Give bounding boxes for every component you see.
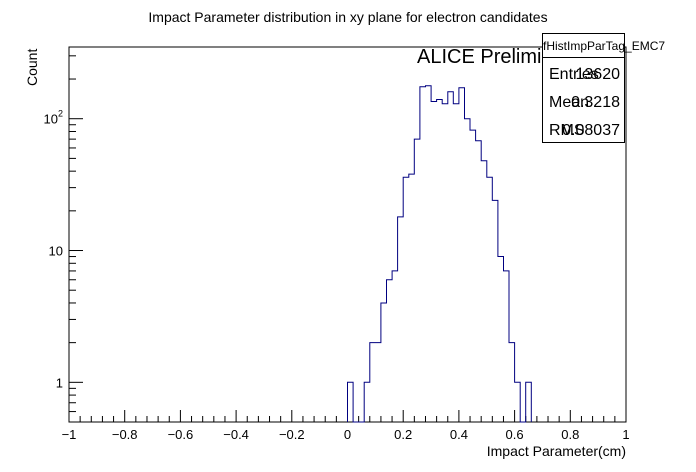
- y-tick-label: 10: [49, 244, 63, 259]
- x-tick-label: −0.2: [279, 427, 305, 442]
- x-tick-label: −0.6: [168, 427, 194, 442]
- y-axis: 1 10 102: [44, 55, 83, 423]
- stats-key-rms: RMS: [549, 122, 585, 139]
- x-axis: −1 −0.8 −0.6 −0.4 −0.2 0 0.2 0.4 0.6 0.8 1: [62, 410, 630, 442]
- x-tick-label: 0.6: [506, 427, 524, 442]
- x-tick-label: −0.8: [112, 427, 138, 442]
- x-tick-label: −0.4: [223, 427, 249, 442]
- x-tick-label: 0.8: [561, 427, 579, 442]
- x-tick-label: 0.4: [450, 427, 468, 442]
- histogram-line: [347, 85, 532, 423]
- x-tick-label: 0: [344, 427, 351, 442]
- stats-value-mean: 0.3218: [571, 94, 620, 111]
- stats-row-rms: RMS 0.08037: [549, 117, 620, 145]
- y-tick-label: 102: [44, 109, 63, 127]
- stats-row-entries: Entries 13620: [549, 61, 620, 89]
- alice-preliminary-label: ALICE Preliminary: [417, 46, 581, 68]
- x-tick-label: 0.2: [394, 427, 412, 442]
- stats-row-mean: Mean 0.3218: [549, 89, 620, 117]
- x-tick-label: −1: [62, 427, 77, 442]
- stats-key-mean: Mean: [549, 94, 590, 111]
- y-axis-label: Count: [24, 49, 40, 86]
- stats-value-rms: 0.08037: [562, 122, 620, 139]
- chart-title: Impact Parameter distribution in xy plan…: [148, 9, 547, 25]
- stats-value-entries: 13620: [575, 66, 621, 83]
- x-axis-label: Impact Parameter(cm): [487, 443, 626, 459]
- stats-key-entries: Entries: [549, 66, 599, 83]
- stats-title: fHistImpParTag_EMC7: [543, 34, 665, 58]
- stats-box: fHistImpParTag_EMC7 Entries 13620 Mean 0…: [542, 33, 665, 145]
- x-tick-label: 1: [622, 427, 629, 442]
- y-tick-label: 1: [56, 375, 63, 390]
